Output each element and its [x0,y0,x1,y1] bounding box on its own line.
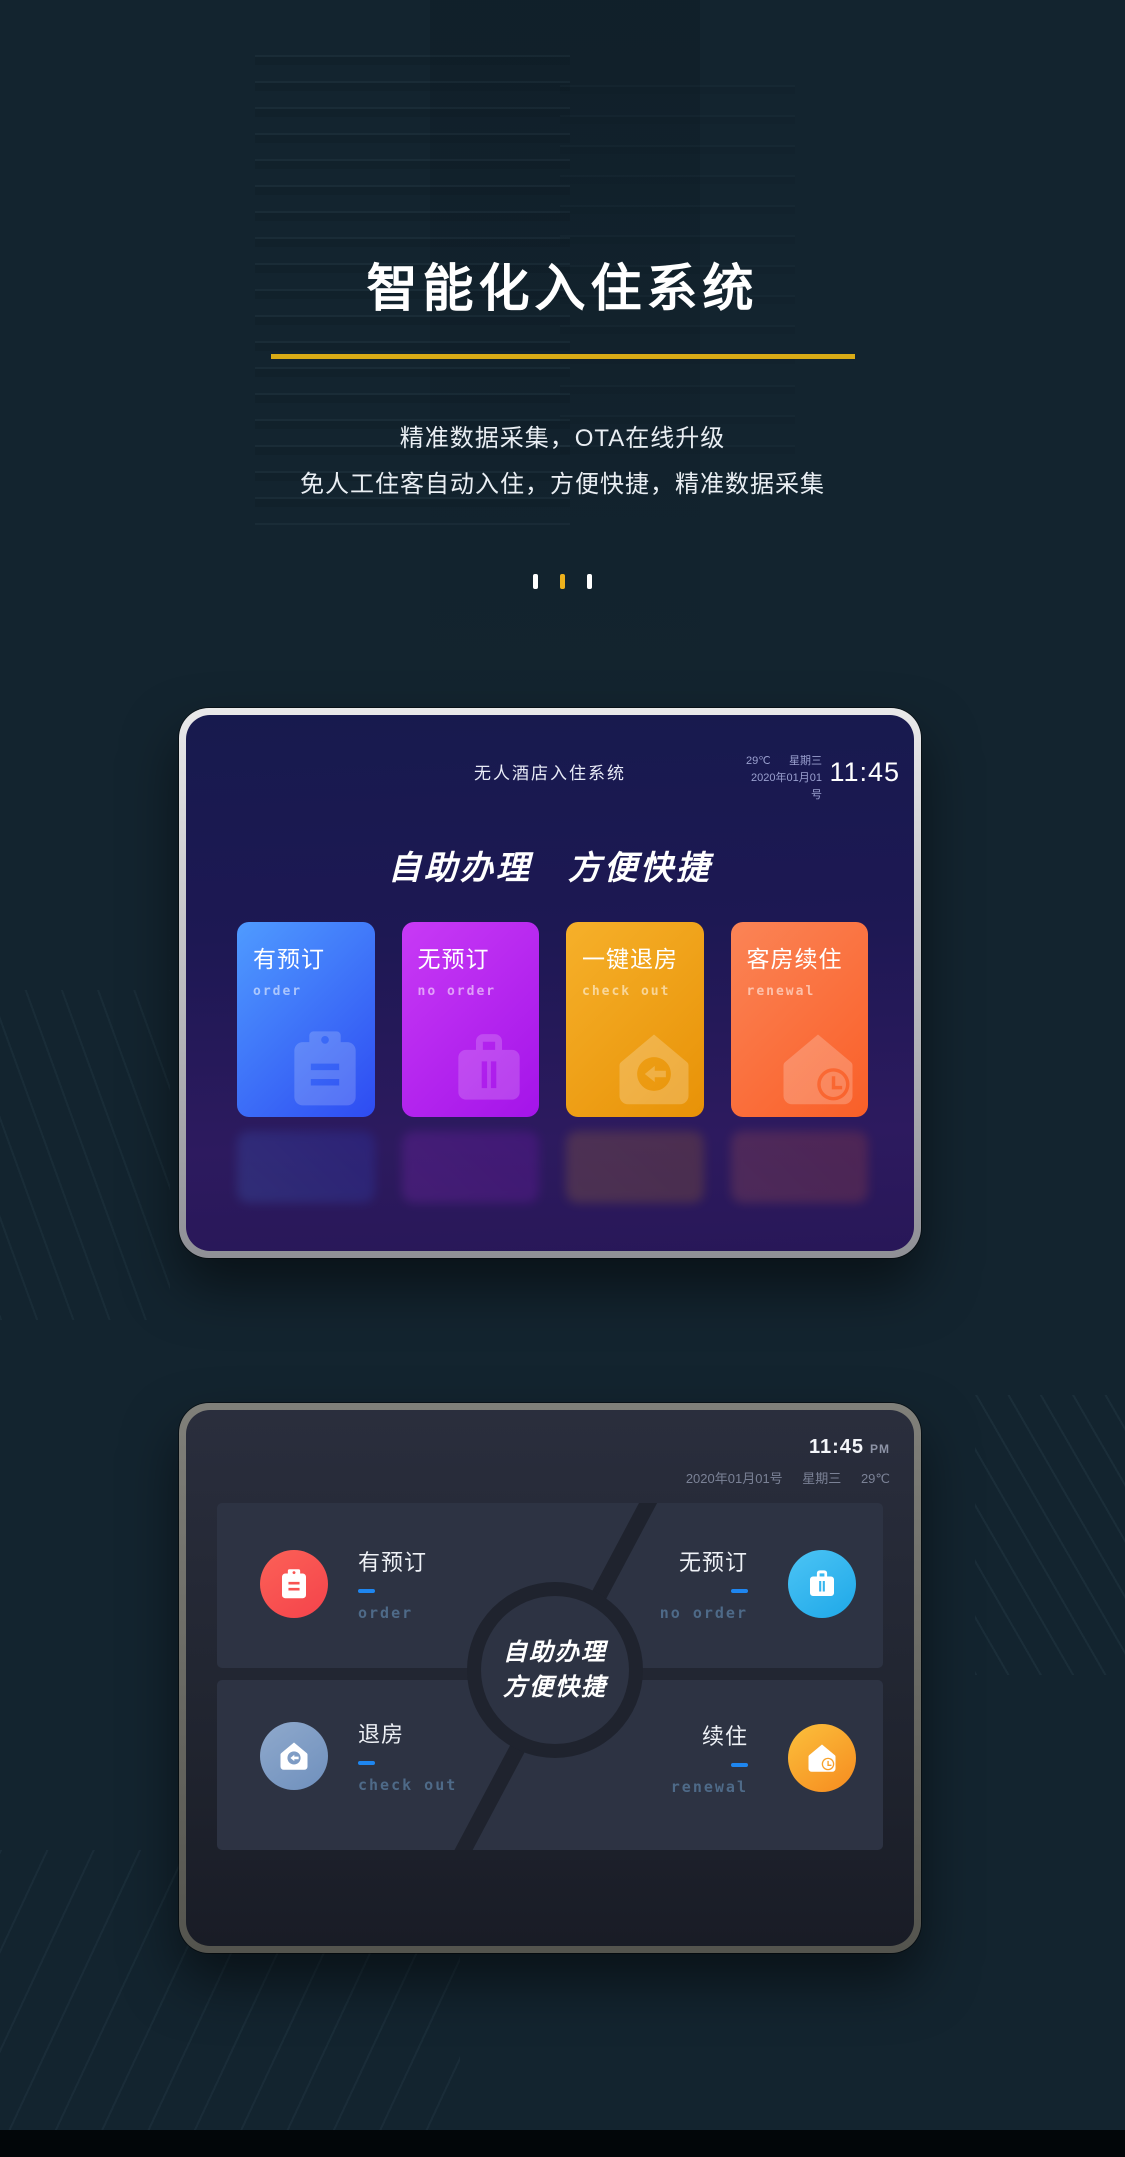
system-title: 无人酒店入住系统 [474,764,626,783]
footer-bar [0,2130,1125,2157]
quadrant-subtitle: order [358,1604,414,1622]
card-room-renewal[interactable]: 客房续住 renewal [730,922,868,1117]
suitcase-icon [458,1034,520,1100]
quadrant-no-reservation[interactable]: 无预订 no order [660,1550,856,1622]
house-checkout-icon [280,1742,308,1770]
card-title: 一键退房 [582,946,678,972]
tablet-mockup-1: 无人酒店入住系统 29℃ 星期三 2020年01月01号 11:45 自助办理 … [179,708,921,1258]
title-underline [270,354,855,359]
clock-label: 11:45 PM [809,1436,890,1459]
card-no-reservation[interactable]: 无预订 no order [401,922,539,1117]
quadrant-title: 有预订 [358,1550,428,1575]
card-subtitle: no order [417,984,497,999]
card-one-key-checkout[interactable]: 一键退房 check out [566,922,704,1117]
quadrant-title: 退房 [358,1722,405,1747]
center-badge-line1: 自助办理 [503,1639,607,1666]
quadrant-subtitle: renewal [670,1778,748,1796]
accent-dash [358,1761,375,1765]
clipboard-icon [293,1031,356,1106]
quadrant-renewal[interactable]: 续住 renewal [671,1724,856,1796]
date-weather-block: 2020年01月01号 星期三 29℃ [686,1468,890,1487]
time-value: 11:45 [808,1436,864,1458]
suitcase-icon [810,1570,834,1596]
date-label: 2020年01月01号 [751,772,822,801]
tablet-mockup-2: 11:45 PM 2020年01月01号 星期三 29℃ [179,1403,921,1953]
card-subtitle: order [253,984,303,999]
date-label: 2020年01月01号 [685,1471,783,1486]
house-checkout-icon [618,1034,689,1105]
card-title: 有预订 [253,946,325,972]
quadrant-title: 续住 [701,1724,748,1749]
background-decoration [430,0,700,740]
card-has-reservation[interactable]: 有预订 order [237,922,375,1117]
background-decoration [0,990,170,1320]
temperature-label: 29℃ [860,1471,890,1486]
slide-dash[interactable] [587,574,592,589]
slide-indicator [0,574,1125,589]
slide-dash-active[interactable] [560,574,565,589]
quadrant-has-reservation[interactable]: 有预订 order [260,1550,427,1622]
page-title: 智能化入住系统 [366,260,759,317]
tablet2-screen: 11:45 PM 2020年01月01号 星期三 29℃ [186,1410,914,1946]
card-title: 客房续住 [746,946,843,972]
background-decoration [975,1395,1125,1675]
card-row: 有预订 order 无预订 no order 一键退房 check out [237,922,868,1117]
house-renewal-icon [783,1034,853,1105]
card-title: 无预订 [417,946,490,972]
quadrant-icon-circle [260,1722,328,1790]
quadrant-icon-circle [260,1550,328,1618]
subtitle-line-2: 免人工住客自动入住，方便快捷，精准数据采集 [300,471,825,498]
quadrant-subtitle: no order [659,1604,748,1622]
quadrant-subtitle: check out [358,1776,458,1794]
weekday-label: 星期三 [789,755,822,767]
card-subtitle: check out [582,984,671,999]
house-renewal-icon [808,1744,836,1772]
temperature-label: 29℃ [746,755,771,767]
quadrant-title: 无预订 [678,1550,748,1575]
clipboard-icon [282,1569,306,1599]
quadrant-icon-circle [788,1724,856,1792]
accent-dash [358,1589,375,1593]
clock-label: 11:45 [829,757,900,787]
tablet1-screen: 无人酒店入住系统 29℃ 星期三 2020年01月01号 11:45 自助办理 … [186,715,914,1251]
accent-dash [731,1589,748,1593]
screen-heading: 自助办理 方便快捷 [388,849,712,886]
weather-date-block: 29℃ 星期三 2020年01月01号 [746,753,822,804]
quadrant-checkout[interactable]: 退房 check out [260,1722,457,1794]
center-badge: 自助办理 方便快捷 [467,1582,643,1758]
card-subtitle: renewal [746,984,816,999]
center-badge-line2: 方便快捷 [503,1674,607,1701]
slide-dash[interactable] [533,574,538,589]
card-reflections [237,1131,868,1203]
weekday-label: 星期三 [802,1471,842,1486]
ampm-label: PM [870,1442,890,1456]
accent-dash [731,1763,748,1767]
quadrant-icon-circle [788,1550,856,1618]
subtitle-line-1: 精准数据采集，OTA在线升级 [399,425,726,452]
